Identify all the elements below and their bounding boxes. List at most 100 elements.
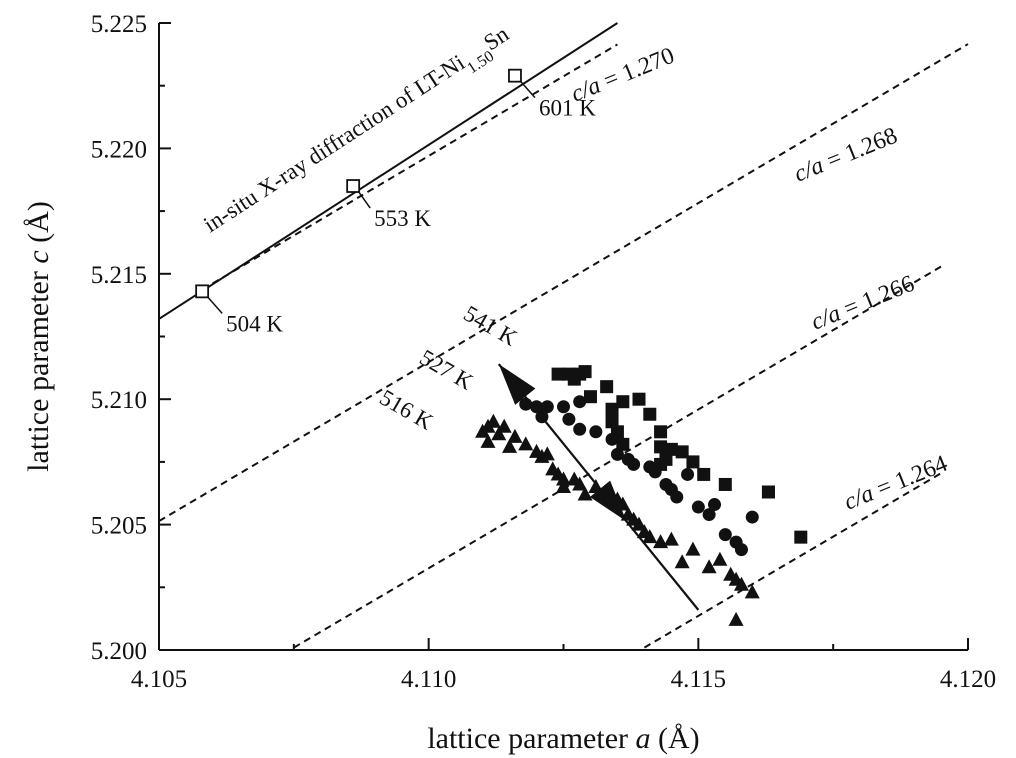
triangle-marker	[572, 476, 588, 491]
triangle-marker	[556, 478, 571, 493]
axes: 4.105 4.110 4.115 4.120 5.200 5.205 5.210 5.215…	[22, 11, 996, 755]
in-situ-marker	[346, 179, 361, 193]
triangle-marker	[599, 483, 615, 498]
circle-marker	[573, 395, 587, 409]
triangle-marker	[518, 436, 534, 451]
circle-marker	[702, 508, 716, 522]
in-situ-marker	[508, 68, 522, 83]
triangle-marker	[663, 531, 679, 546]
square-marker	[551, 367, 565, 381]
triangle-marker	[539, 446, 555, 461]
circle-marker	[734, 543, 748, 557]
circle-marker	[562, 412, 576, 426]
circle-marker	[708, 498, 722, 512]
ratio-label: c/a = 1.266	[808, 271, 919, 336]
in-situ-label: in-situ X-ray diffraction of LT-Ni1.50Sn	[199, 21, 518, 244]
circle-marker	[670, 490, 684, 504]
square-marker	[643, 407, 657, 421]
circle-marker	[535, 410, 549, 424]
in-situ-line	[158, 22, 618, 320]
square-marker	[632, 392, 646, 406]
circle-marker	[557, 400, 570, 414]
point-label-leader	[357, 190, 371, 209]
square-marker	[686, 455, 700, 469]
ratio-lines	[158, 43, 969, 649]
circle-marker	[573, 422, 587, 436]
y-tick-label: 5.200	[91, 638, 147, 665]
arrow-head	[498, 364, 536, 405]
triangle-marker	[507, 428, 523, 443]
y-tick-label: 5.215	[91, 262, 147, 289]
ratio-label: c/a = 1.268	[791, 123, 902, 188]
y-tick-label: 5.210	[91, 387, 147, 414]
circle-marker	[681, 467, 695, 481]
triangle-marker	[491, 426, 507, 441]
point-label: 553 K	[374, 206, 431, 231]
series-label: 516 K	[376, 385, 438, 435]
x-axis-title: lattice parameter a (Å)	[427, 722, 699, 755]
square-marker	[616, 437, 630, 451]
square-marker	[664, 442, 678, 456]
square-marker	[761, 485, 775, 499]
triangle-marker	[653, 534, 669, 549]
circle-marker	[627, 457, 641, 471]
triangle-marker	[556, 471, 571, 486]
triangle-marker	[631, 516, 647, 531]
y-tick-label: 5.220	[91, 136, 147, 163]
triangle-marker	[728, 611, 744, 626]
circle-marker	[691, 500, 705, 514]
x-tick-label: 4.105	[131, 666, 187, 693]
triangle-marker	[744, 584, 760, 599]
series-label: 527 K	[416, 345, 478, 395]
circle-marker	[519, 397, 533, 411]
circle-marker	[605, 432, 619, 446]
point-label-leader	[206, 295, 223, 314]
ratio-line	[201, 43, 618, 291]
in-situ-fit-line	[158, 22, 618, 320]
point-label: 601 K	[539, 96, 596, 121]
x-tick-label: 4.115	[671, 666, 726, 693]
square-marker	[583, 390, 597, 404]
square-marker	[794, 530, 808, 544]
series-label: 541 K	[460, 301, 522, 351]
triangle-marker	[480, 433, 496, 448]
square-marker	[616, 395, 630, 409]
square-marker	[600, 380, 614, 394]
triangle-marker	[674, 554, 690, 569]
y-tick-label: 5.205	[91, 513, 147, 540]
ratio-line	[643, 472, 942, 649]
square-marker	[654, 440, 668, 454]
x-tick-label: 4.110	[401, 666, 456, 693]
in-situ-marker	[195, 284, 210, 299]
triangle-marker	[642, 529, 658, 544]
circle-marker	[745, 510, 759, 524]
square-marker	[654, 425, 668, 439]
square-marker	[605, 402, 619, 416]
square-marker	[605, 415, 619, 429]
point-label-leader	[519, 80, 536, 99]
triangle-marker	[485, 413, 501, 428]
y-axis-title: lattice parameter c (Å)	[22, 201, 55, 472]
triangle-marker	[502, 438, 518, 453]
circle-marker	[648, 465, 662, 479]
triangle-marker	[733, 576, 749, 591]
triangle-marker	[577, 486, 593, 501]
x-tick-label: 4.120	[940, 666, 996, 693]
ratio-line	[158, 43, 969, 522]
y-tick-label: 5.225	[91, 11, 147, 38]
circle-marker	[718, 528, 732, 542]
triangle-marker	[496, 418, 512, 433]
triangle-marker	[701, 559, 717, 574]
ratio-label: c/a = 1.264	[841, 451, 952, 516]
triangle-marker	[588, 478, 604, 493]
square-marker	[578, 365, 592, 379]
square-marker	[718, 477, 732, 491]
circle-marker	[540, 400, 554, 414]
circle-marker	[589, 425, 603, 439]
square-marker	[697, 467, 711, 481]
circle-marker	[610, 447, 624, 461]
square-marker	[675, 445, 689, 459]
circle-marker	[530, 400, 544, 414]
